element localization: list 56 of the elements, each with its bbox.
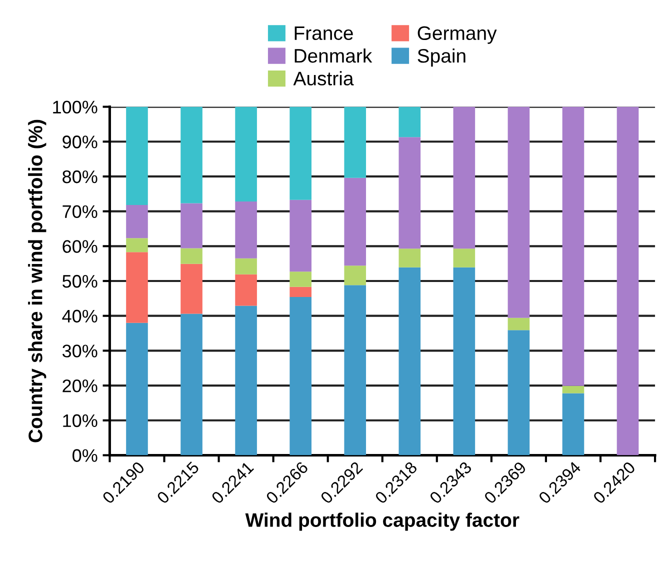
bar [180, 248, 202, 264]
y-tick-label: 80% [62, 170, 98, 184]
y-tick-label: 100% [53, 100, 98, 114]
bar [453, 106, 476, 249]
legend-label: Spain [418, 48, 466, 67]
bar [453, 248, 476, 268]
y-tick-label: 70% [62, 205, 98, 218]
bar [562, 393, 584, 456]
bar [398, 106, 421, 138]
bar [398, 248, 421, 268]
x-axis-title: Wind portfolio capacity factor [245, 512, 520, 531]
bar [290, 297, 312, 456]
bar [235, 202, 257, 258]
y-tick-label: 20% [62, 379, 98, 392]
bar [126, 252, 148, 323]
bar [398, 137, 421, 249]
bar [290, 106, 312, 200]
bar [235, 258, 257, 274]
bar [235, 274, 257, 306]
y-tick-label: 0% [72, 449, 98, 462]
bar [290, 200, 312, 272]
bar [180, 264, 202, 314]
legend-label: Austria [293, 71, 354, 86]
bar [126, 238, 148, 252]
legend-label: Germany [418, 26, 497, 44]
bar [126, 322, 148, 456]
bar [344, 106, 366, 178]
bar [290, 286, 312, 298]
y-tick-label: 30% [62, 344, 98, 358]
y-tick-label: 90% [62, 136, 98, 148]
bar [453, 267, 476, 456]
bar [235, 306, 257, 456]
bar [344, 266, 366, 286]
y-tick-label: 10% [63, 414, 98, 428]
bar [180, 314, 202, 456]
bar [508, 318, 530, 330]
bar [398, 267, 421, 456]
bar [290, 272, 312, 287]
bar [562, 106, 584, 386]
y-tick-label: 60% [62, 240, 98, 253]
bar [344, 285, 366, 456]
bar [180, 106, 202, 204]
y-tick-label: 50% [62, 274, 98, 288]
bar [126, 106, 148, 206]
bar [616, 106, 639, 456]
legend-label: Denmark [294, 48, 372, 63]
bar [180, 203, 202, 248]
y-axis-title: Country share in wind portfolio (%) [28, 120, 46, 442]
bar [235, 106, 257, 202]
bar [508, 330, 530, 456]
legend-label: France [294, 26, 353, 40]
bar [126, 205, 148, 238]
bar [508, 106, 530, 318]
bar [344, 178, 366, 266]
y-tick-label: 40% [62, 310, 98, 323]
bar [562, 386, 584, 394]
